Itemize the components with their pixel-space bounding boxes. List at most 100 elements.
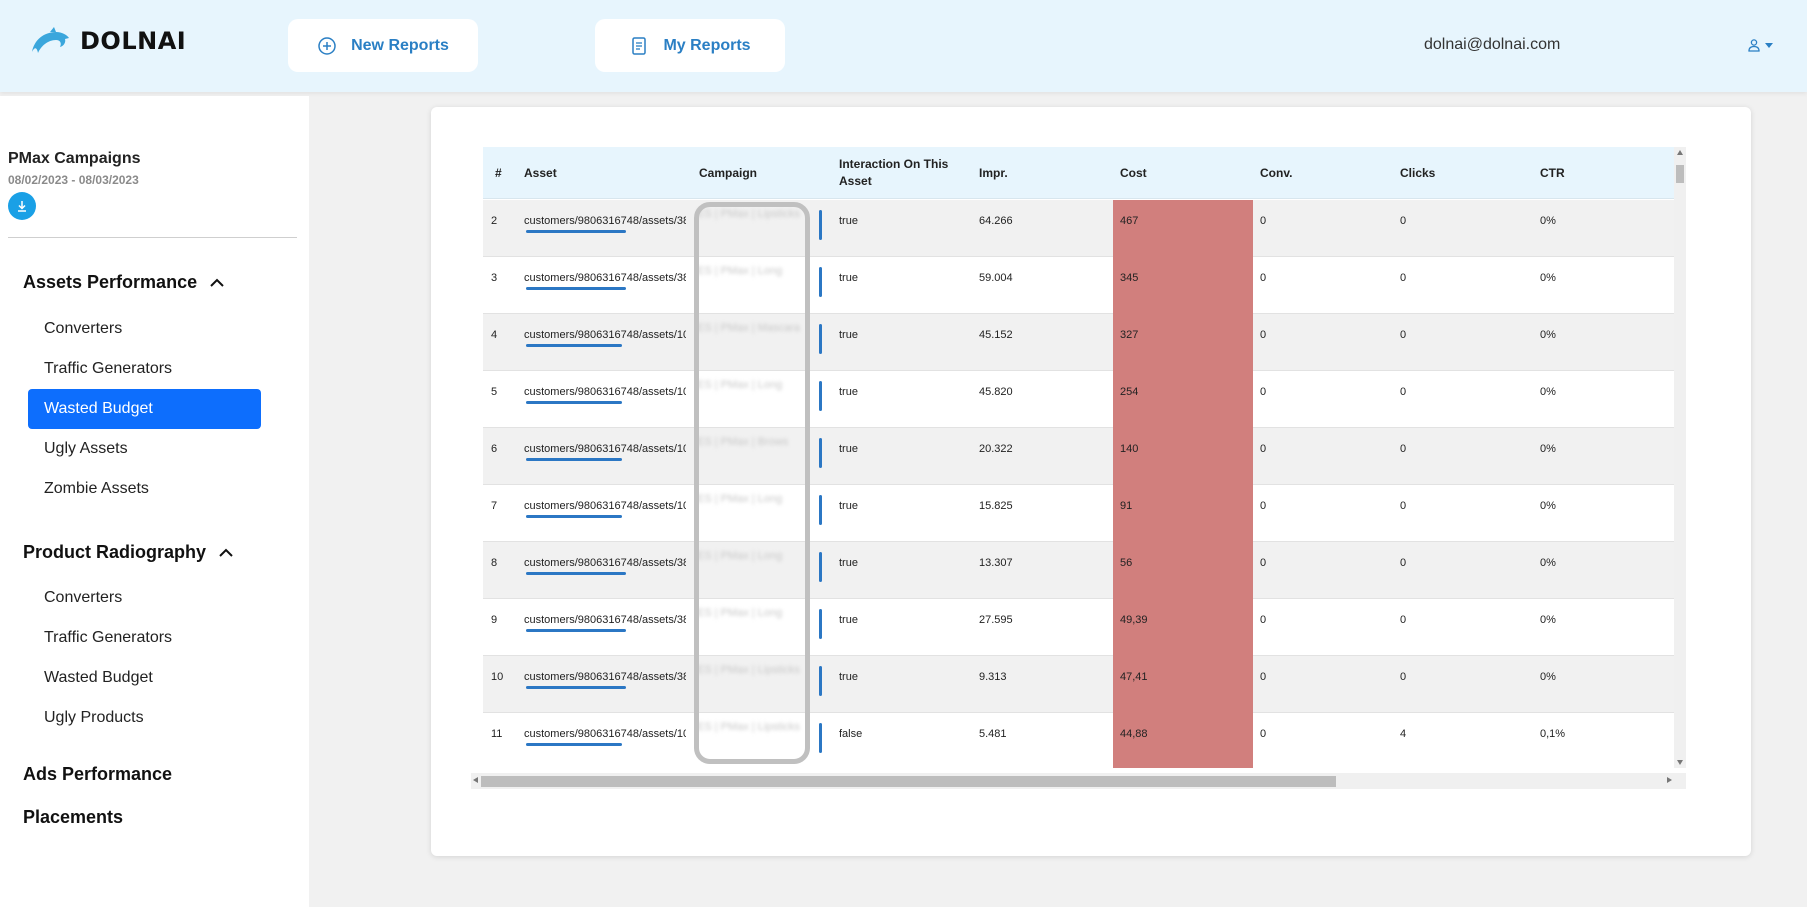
col-header-asset[interactable]: Asset — [524, 165, 557, 180]
asset-link[interactable]: customers/9806316748/assets/10 — [524, 443, 686, 473]
asset-link[interactable]: customers/9806316748/assets/10 — [524, 728, 686, 758]
ctr-value: 0,1% — [1540, 728, 1566, 740]
asset-underline — [526, 686, 626, 689]
cost-value: 327 — [1120, 329, 1139, 341]
campaign-bar — [819, 210, 822, 240]
sidebar-item-ugly-assets[interactable]: Ugly Assets — [44, 440, 128, 457]
my-reports-button[interactable]: My Reports — [595, 19, 785, 72]
col-header-ctr[interactable]: CTR — [1540, 165, 1565, 180]
section-ads-performance[interactable]: Ads Performance — [23, 764, 172, 785]
vertical-scroll-thumb[interactable] — [1676, 165, 1684, 183]
scroll-right-arrow-icon[interactable] — [1667, 777, 1672, 783]
sidebar-item-wasted-budget[interactable]: Wasted Budget — [28, 389, 261, 429]
table-row[interactable]: 2 customers/9806316748/assets/38 ES | PMax… — [483, 200, 1674, 257]
impressions-value: 20.322 — [979, 443, 1013, 455]
sidebar-item-ugly-products[interactable]: Ugly Products — [44, 709, 144, 726]
campaign-bar — [819, 495, 822, 525]
table-row[interactable]: 9 customers/9806316748/assets/38 ES | PMax… — [483, 599, 1674, 656]
asset-link[interactable]: customers/9806316748/assets/38 — [524, 671, 686, 701]
section-title-label: Product Radiography — [23, 542, 207, 562]
asset-path-text: customers/9806316748/assets/10 — [524, 443, 686, 455]
table-row[interactable]: 10 customers/9806316748/assets/38 ES | PMa… — [483, 656, 1674, 713]
sidebar-item-traffic-generators[interactable]: Traffic Generators — [44, 360, 173, 377]
impressions-value: 27.595 — [979, 614, 1013, 626]
campaign-bar — [819, 552, 822, 582]
asset-underline — [526, 572, 626, 575]
top-header: DOLNAI New Reports My Reports dolnai@dol… — [0, 0, 1807, 92]
table-row[interactable]: 5 customers/9806316748/assets/10 ES | PMax… — [483, 371, 1674, 428]
col-header-interaction[interactable]: Interaction On This Asset — [839, 157, 949, 188]
user-icon — [1748, 39, 1760, 52]
brand-logo[interactable]: DOLNAI — [28, 26, 186, 56]
ctr-value: 0% — [1540, 557, 1556, 569]
col-header-campaign[interactable]: Campaign — [699, 165, 758, 180]
asset-link[interactable]: customers/9806316748/assets/38 — [524, 614, 686, 644]
campaign-name-blurred: ES | PMax | Brows — [697, 436, 789, 448]
asset-path-text: customers/9806316748/assets/38 — [524, 557, 686, 569]
campaign-name-blurred: ES | PMax | Lipsticks — [697, 721, 800, 733]
impressions-value: 9.313 — [979, 671, 1007, 683]
table-row[interactable]: 7 customers/9806316748/assets/10 ES | PMax… — [483, 485, 1674, 542]
col-header-cost[interactable]: Cost — [1120, 165, 1147, 180]
horizontal-scroll-thumb[interactable] — [481, 776, 1336, 787]
section-placements[interactable]: Placements — [23, 807, 123, 828]
conversions-value: 0 — [1260, 728, 1267, 740]
scroll-down-arrow-icon[interactable] — [1677, 760, 1683, 765]
campaign-name-blurred: ES | PMax | Long — [697, 550, 783, 562]
col-header-conversions[interactable]: Conv. — [1260, 165, 1293, 180]
sidebar-item-zombie-assets[interactable]: Zombie Assets — [44, 480, 149, 497]
plus-circle-icon — [318, 36, 336, 55]
ctr-value: 0% — [1540, 500, 1556, 512]
asset-link[interactable]: customers/9806316748/assets/10 — [524, 500, 686, 530]
cost-highlight-cell — [1113, 428, 1253, 485]
sidebar: PMax Campaigns 08/02/2023 - 08/03/2023 A… — [0, 96, 309, 907]
col-header-clicks[interactable]: Clicks — [1400, 165, 1436, 180]
conversions-value: 0 — [1260, 500, 1267, 512]
table-row[interactable]: 4 customers/9806316748/assets/10 ES | PMax… — [483, 314, 1674, 371]
asset-path-text: customers/9806316748/assets/38 — [524, 671, 686, 683]
sidebar-item-product-wasted-budget[interactable]: Wasted Budget — [44, 669, 153, 686]
new-reports-button[interactable]: New Reports — [288, 19, 478, 72]
impressions-value: 15.825 — [979, 500, 1013, 512]
download-button[interactable] — [8, 192, 36, 220]
sidebar-item-product-traffic-generators[interactable]: Traffic Generators — [44, 629, 173, 646]
sidebar-divider — [8, 237, 297, 238]
horizontal-scrollbar[interactable] — [471, 773, 1686, 789]
asset-link[interactable]: customers/9806316748/assets/10 — [524, 329, 686, 359]
section-product-radiography[interactable]: Product Radiography — [23, 542, 234, 563]
campaign-dates: 08/02/2023 - 08/03/2023 — [8, 173, 139, 187]
asset-link[interactable]: customers/9806316748/assets/10 — [524, 386, 686, 416]
campaign-name-blurred: ES | PMax | Lipsticks — [697, 208, 800, 220]
cost-value: 56 — [1120, 557, 1133, 569]
table-row[interactable]: 6 customers/9806316748/assets/10 ES | PMax… — [483, 428, 1674, 485]
asset-link[interactable]: customers/9806316748/assets/38 — [524, 557, 686, 587]
table-header: # Asset Campaign Interaction On This Ass… — [483, 147, 1674, 199]
asset-link[interactable]: customers/9806316748/assets/38 — [524, 272, 686, 302]
asset-link[interactable]: customers/9806316748/assets/38 — [524, 215, 686, 245]
ctr-value: 0% — [1540, 386, 1556, 398]
campaign-bar — [819, 267, 822, 297]
clicks-value: 0 — [1400, 557, 1407, 569]
cost-value: 47,41 — [1120, 671, 1148, 683]
user-menu-toggle[interactable] — [1747, 38, 1773, 52]
row-index: 8 — [491, 557, 498, 569]
vertical-scrollbar[interactable] — [1674, 147, 1686, 768]
scroll-left-arrow-icon[interactable] — [473, 777, 478, 783]
sidebar-item-product-converters[interactable]: Converters — [44, 589, 123, 606]
clicks-value: 0 — [1400, 500, 1407, 512]
ctr-value: 0% — [1540, 443, 1556, 455]
section-assets-performance[interactable]: Assets Performance — [23, 272, 225, 293]
col-header-index[interactable]: # — [495, 165, 502, 180]
asset-underline — [526, 629, 626, 632]
col-header-impressions[interactable]: Impr. — [979, 165, 1008, 180]
clicks-value: 0 — [1400, 386, 1407, 398]
interaction-value: true — [839, 329, 858, 341]
cost-highlight-cell — [1113, 713, 1253, 768]
scroll-up-arrow-icon[interactable] — [1677, 150, 1683, 155]
clicks-value: 0 — [1400, 215, 1407, 227]
table-row[interactable]: 8 customers/9806316748/assets/38 ES | PMax… — [483, 542, 1674, 599]
sidebar-item-converters[interactable]: Converters — [44, 320, 123, 337]
table-row[interactable]: 11 customers/9806316748/assets/10 ES | PMa… — [483, 713, 1674, 768]
cost-highlight-cell — [1113, 200, 1253, 257]
table-row[interactable]: 3 customers/9806316748/assets/38 ES | PMax… — [483, 257, 1674, 314]
